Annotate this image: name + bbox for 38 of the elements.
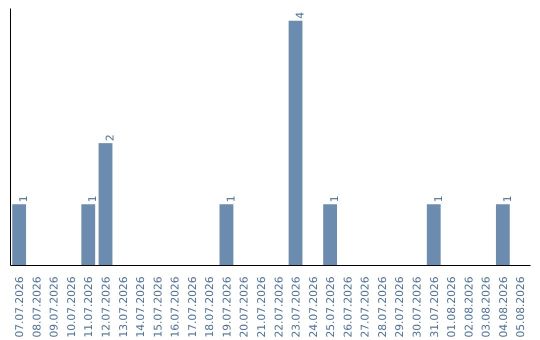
x-tick-label: 26.07.2026	[341, 276, 354, 338]
data-label: 1	[224, 196, 238, 202]
x-tick-label: 27.07.2026	[358, 276, 372, 338]
data-label: 1	[432, 196, 445, 202]
x-tick-label: 11.07.2026	[82, 276, 96, 338]
x-tick-label: 22.07.2026	[272, 276, 286, 338]
x-tick-label: 04.08.2026	[496, 276, 510, 338]
x-tick-label: 03.08.2026	[480, 276, 493, 338]
x-tick-label: 30.07.2026	[410, 276, 424, 338]
data-label: 1	[500, 196, 514, 202]
x-tick-label: 10.07.2026	[64, 276, 78, 338]
x-tick-label: 15.07.2026	[151, 276, 164, 338]
data-label: 1	[328, 196, 342, 202]
x-tick-label: 09.07.2026	[48, 276, 61, 338]
x-tick-label: 12.07.2026	[100, 276, 113, 338]
x-tick-label: 13.07.2026	[116, 276, 130, 338]
x-tick-label: 14.07.2026	[134, 276, 148, 338]
x-tick-label: 31.07.2026	[428, 276, 441, 338]
x-tick-label: 07.07.2026	[13, 276, 26, 338]
x-tick-label: 23.07.2026	[290, 276, 303, 338]
data-label: 2	[104, 134, 117, 142]
x-tick-label: 01.08.2026	[445, 276, 458, 338]
x-tick-label: 02.08.2026	[462, 276, 476, 338]
data-label: 1	[17, 196, 30, 202]
x-tick-label: 24.07.2026	[306, 276, 320, 338]
x-tick-label: 25.07.2026	[324, 276, 338, 338]
x-tick-label: 20.07.2026	[238, 276, 251, 338]
x-tick-label: 16.07.2026	[168, 276, 182, 338]
x-tick-label: 18.07.2026	[203, 276, 216, 338]
x-tick-label: 28.07.2026	[376, 276, 389, 338]
x-tick-label: 21.07.2026	[255, 276, 268, 338]
data-label: 4	[294, 12, 307, 19]
x-tick-label: 17.07.2026	[186, 276, 199, 338]
data-label: 1	[86, 196, 100, 202]
x-tick-label: 08.07.2026	[30, 276, 44, 338]
x-tick-label: 19.07.2026	[220, 276, 234, 338]
x-tick-label: 05.08.2026	[514, 276, 528, 338]
x-tick-label: 29.07.2026	[393, 276, 406, 338]
